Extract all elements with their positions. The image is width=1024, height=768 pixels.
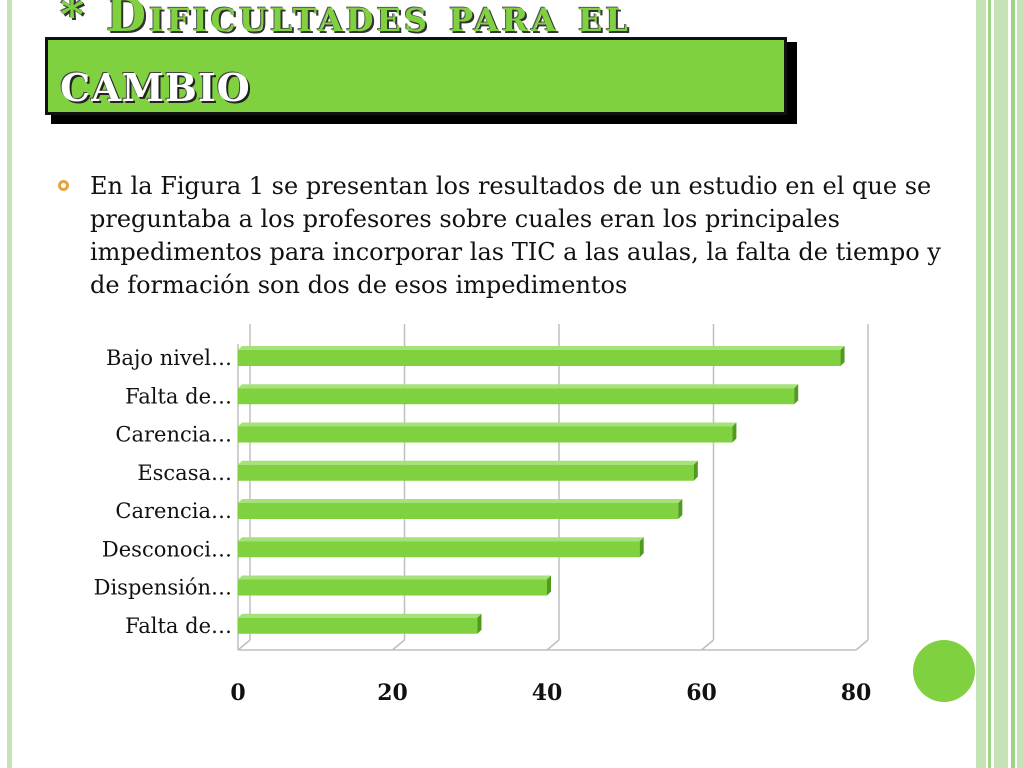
category-label: Bajo nivel… <box>106 346 232 370</box>
bar <box>238 460 698 481</box>
chart-tick-labels: 0 20 40 60 80 <box>230 680 871 706</box>
category-label: Falta de… <box>125 614 232 638</box>
bar-chart: Bajo nivel… Falta de… Carencia… Escasa… Care… <box>94 324 871 706</box>
left-decorative-bar <box>7 0 12 768</box>
title-box <box>45 37 787 115</box>
category-label: Escasa… <box>137 461 232 485</box>
x-tick-label: 40 <box>532 680 563 706</box>
bullet-paragraph: En la Figura 1 se presentan los resultad… <box>90 172 941 299</box>
chart-category-labels: Bajo nivel… Falta de… Carencia… Escasa… Care… <box>94 346 232 638</box>
category-label: Dispensión… <box>94 576 232 600</box>
bar <box>238 422 737 443</box>
gridline-floor <box>701 639 714 651</box>
x-tick-label: 0 <box>230 680 245 706</box>
bar <box>238 613 482 634</box>
category-label: Carencia… <box>115 423 232 447</box>
bar <box>238 384 799 405</box>
x-tick-label: 80 <box>841 680 872 706</box>
gridline-floor <box>392 639 405 651</box>
gridline-floor <box>855 639 869 651</box>
bar <box>238 499 683 519</box>
slide-title-line1: * Dificultades para el <box>60 0 631 42</box>
bullet-icon <box>58 180 69 191</box>
decorative-circle <box>913 640 975 702</box>
category-label: Carencia… <box>115 499 232 523</box>
gridline-floor <box>237 639 251 651</box>
gridline-floor <box>546 639 560 651</box>
x-tick-label: 60 <box>686 680 717 706</box>
x-tick-label: 20 <box>377 680 408 706</box>
category-label: Falta de… <box>125 384 232 408</box>
chart-grid <box>237 324 869 651</box>
slide-title-line2: CAMBIO <box>60 65 251 110</box>
category-label: Desconoci… <box>102 537 232 561</box>
chart-bars <box>238 346 845 634</box>
right-decorative-bars <box>974 0 1024 768</box>
bar <box>238 346 845 366</box>
bar <box>238 537 644 558</box>
bar <box>238 575 551 596</box>
